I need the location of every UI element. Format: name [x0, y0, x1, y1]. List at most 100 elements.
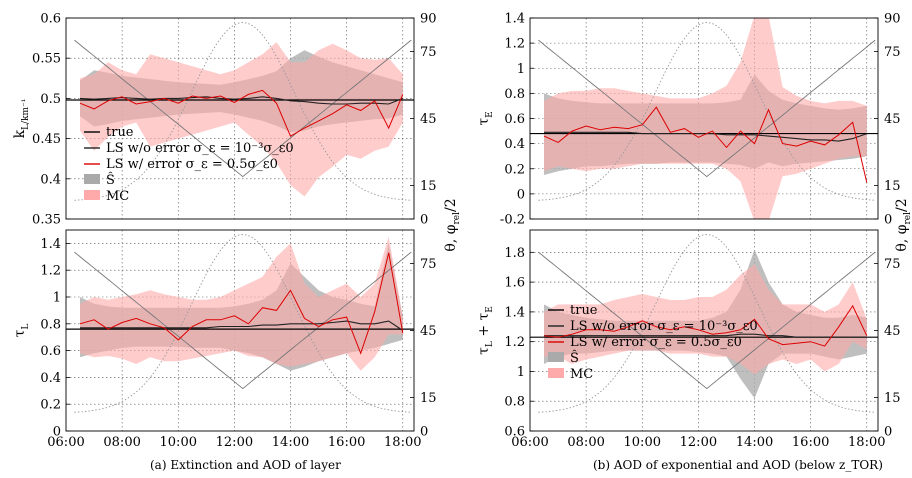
- angle-tick-label: 0: [420, 425, 428, 440]
- x-tick-label: 10:00: [160, 435, 197, 450]
- y-tick-label: 1.8: [504, 246, 525, 261]
- angle-tick-label: 90: [420, 12, 437, 27]
- angle-tick-label: 15: [884, 179, 901, 194]
- legend-label-s: Ŝ: [106, 171, 115, 188]
- y-tick-label: 1.2: [504, 335, 525, 350]
- y-tick-label: 0.2: [40, 398, 61, 413]
- x-tick-label: 12:00: [680, 435, 717, 450]
- x-tick-label: 18:00: [848, 435, 885, 450]
- y-tick-label: 1.4: [504, 305, 525, 320]
- band-mc: [544, 18, 867, 219]
- theta-curve: [538, 39, 876, 178]
- theta-curve: [74, 251, 412, 390]
- x-tick-label: 08:00: [103, 435, 140, 450]
- legend-label-true: true: [106, 125, 134, 140]
- plot-area-tauE: [530, 18, 878, 219]
- panel-tauE: -0.2 0 0.2 0.4 0.6 0.8 1 1.2 1.4 0 15 45 75 90 τE: [476, 12, 901, 228]
- plot-area-kL: [66, 18, 414, 219]
- angle-tick-label: 45: [884, 324, 901, 339]
- angle-tick-label: 75: [884, 45, 901, 60]
- phi-rel-curve: [538, 234, 876, 413]
- angle-tick-label: 15: [884, 391, 901, 406]
- legend-swatch-s: [84, 174, 100, 184]
- y-tick-label: 1.2: [40, 264, 61, 279]
- ls-no-error-line: [544, 131, 867, 142]
- angle-tick-label: 75: [884, 257, 901, 272]
- legend-label-ls_err: LS w/ error σ_ε = 0.5σ_ε0: [106, 157, 278, 172]
- y-tick-label: 0.55: [32, 52, 61, 67]
- legend-swatch-s: [548, 352, 564, 362]
- y-tick-label: 0: [53, 425, 61, 440]
- legend-label-ls_err: LS w/ error σ_ε = 0.5σ_ε0: [570, 335, 742, 350]
- plot-area-tauL: [66, 230, 414, 431]
- angle-tick-label: 15: [420, 391, 437, 406]
- y-tick-label: 1: [517, 365, 525, 380]
- y-tick-label: 0.4: [40, 172, 61, 187]
- angle-tick-label: 90: [884, 12, 901, 27]
- theta-curve: [74, 39, 412, 178]
- caption-right: (b) AOD of exponential and AOD (below z_…: [593, 458, 883, 472]
- x-tick-label: 06:00: [511, 435, 548, 450]
- ls-no-error-line: [544, 333, 867, 338]
- x-tick-label: 12:00: [216, 435, 253, 450]
- y-tick-label: 0.35: [32, 213, 61, 228]
- panel-tauL: 0 0.2 0.4 0.6 0.8 1 1.2 1.4 0 15 45 75 06:00 08:00 10:…: [12, 229, 437, 450]
- phi-rel-curve: [74, 22, 412, 201]
- x-tick-label: 18:00: [384, 435, 421, 450]
- ls-no-error-line: [80, 320, 404, 331]
- y-axis-label: τL + τE: [476, 306, 495, 355]
- angle-tick-label: 0: [420, 213, 428, 228]
- x-tick-label: 16:00: [328, 435, 365, 450]
- y-tick-label: 0.8: [504, 395, 525, 410]
- y-tick-label: 0.6: [504, 425, 525, 440]
- angle-tick-label: 0: [884, 425, 892, 440]
- legend-label-ls_no_err: LS w/o error σ_ε = 10⁻³σ_ε0: [570, 319, 758, 334]
- angle-tick-label: 0: [884, 213, 892, 228]
- y-axis-label: τL: [12, 324, 31, 338]
- legend-swatch-mc: [84, 190, 100, 200]
- ls-error-line: [543, 304, 868, 347]
- y-tick-label: 0.8: [40, 317, 61, 332]
- y-tick-label: 0.6: [40, 12, 61, 27]
- x-tick-label: 08:00: [567, 435, 604, 450]
- x-tick-label: 06:00: [47, 435, 84, 450]
- legend-swatch-mc: [548, 368, 564, 378]
- y-tick-label: 0.6: [40, 344, 61, 359]
- y-tick-label: 0.8: [504, 87, 525, 102]
- band-mc: [544, 264, 867, 375]
- ls-error-line: [543, 106, 868, 183]
- y-tick-label: 0.45: [32, 132, 61, 147]
- angle-tick-label: 45: [884, 112, 901, 127]
- angle-tick-label: 45: [420, 324, 437, 339]
- y-tick-label: 0.2: [504, 162, 525, 177]
- panel-kL: 0.35 0.4 0.45 0.5 0.55 0.6 0 15 45 75 90 kL/km⁻¹ tru…: [12, 12, 437, 228]
- theta-curve: [538, 251, 876, 390]
- plot-area-tauSum: [530, 230, 878, 431]
- x-tick-label: 16:00: [792, 435, 829, 450]
- caption-left: (a) Extinction and AOD of layer: [150, 458, 341, 472]
- legend-label-mc: MC: [570, 367, 593, 382]
- angle-tick-label: 15: [420, 179, 437, 194]
- angle-tick-label: 75: [420, 45, 437, 60]
- band-mc: [80, 236, 403, 371]
- y-axis-label: τE: [476, 111, 495, 125]
- band-mc: [80, 42, 403, 197]
- y-tick-label: 0.4: [504, 137, 525, 152]
- y-tick-label: -0.2: [500, 213, 525, 228]
- x-tick-label: 14:00: [736, 435, 773, 450]
- y-tick-label: 1.4: [40, 237, 61, 252]
- ls-error-line: [79, 89, 404, 137]
- y-axis-label: kL/km⁻¹: [12, 99, 31, 139]
- y-tick-label: 0: [517, 187, 525, 202]
- y-tick-label: 0.6: [504, 112, 525, 127]
- x-tick-label: 14:00: [272, 435, 309, 450]
- y-tick-label: 0.5: [40, 92, 61, 107]
- y-tick-label: 1.2: [504, 37, 525, 52]
- legend-label-s: Ŝ: [570, 349, 579, 366]
- legend-label-ls_no_err: LS w/o error σ_ε = 10⁻³σ_ε0: [106, 141, 294, 156]
- x-tick-label: 10:00: [624, 435, 661, 450]
- angle-axis-label: θ, φrel/2: [443, 198, 462, 251]
- phi-rel-curve: [74, 234, 412, 413]
- y-tick-label: 1: [53, 291, 61, 306]
